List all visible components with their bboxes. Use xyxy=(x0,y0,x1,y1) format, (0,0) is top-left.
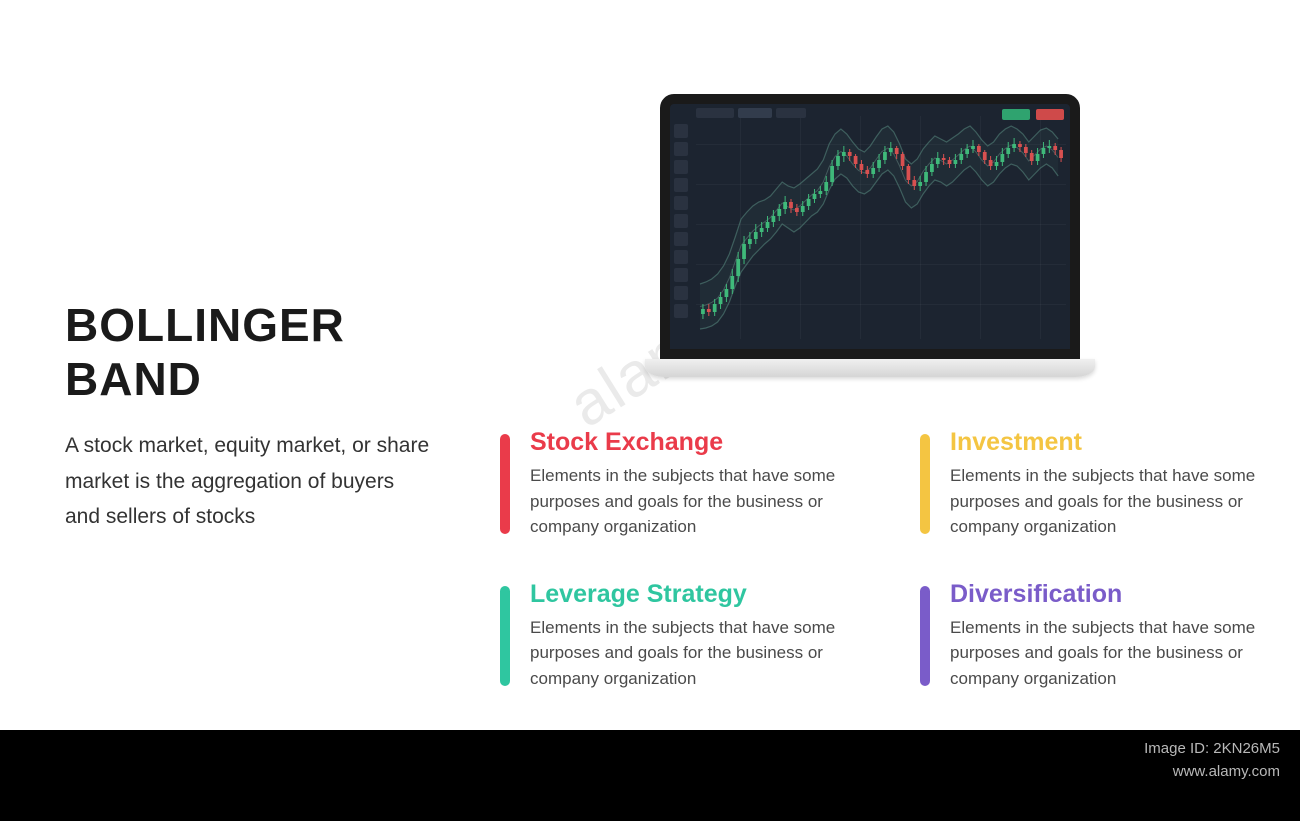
feature-desc: Elements in the subjects that have some … xyxy=(530,615,840,692)
feature-grid: Stock Exchange Elements in the subjects t… xyxy=(500,428,1260,691)
feature-title: Stock Exchange xyxy=(530,428,840,457)
feature-desc: Elements in the subjects that have some … xyxy=(950,463,1260,540)
feature-title: Investment xyxy=(950,428,1260,457)
laptop-mockup xyxy=(660,94,1090,377)
headline-block: BOLLINGER BAND A stock market, equity ma… xyxy=(65,298,435,535)
feature-1: Investment Elements in the subjects that … xyxy=(920,428,1260,540)
feature-desc: Elements in the subjects that have some … xyxy=(530,463,840,540)
feature-bar xyxy=(920,434,930,534)
subtitle: A stock market, equity market, or share … xyxy=(65,428,435,535)
feature-2: Leverage Strategy Elements in the subject… xyxy=(500,580,840,692)
feature-3: Diversification Elements in the subjects … xyxy=(920,580,1260,692)
feature-desc: Elements in the subjects that have some … xyxy=(950,615,1260,692)
feature-bar xyxy=(500,434,510,534)
candlestick-svg xyxy=(670,104,1070,349)
feature-title: Leverage Strategy xyxy=(530,580,840,609)
feature-bar xyxy=(500,586,510,686)
watermark-corner: Image ID: 2KN26M5 www.alamy.com xyxy=(1144,738,1280,783)
infographic-canvas: alamy BOLLINGER BAND A stock market, equ… xyxy=(0,0,1300,730)
feature-title: Diversification xyxy=(950,580,1260,609)
main-title: BOLLINGER BAND xyxy=(65,298,435,406)
trading-chart xyxy=(670,104,1070,349)
laptop-screen xyxy=(660,94,1080,359)
laptop-base xyxy=(645,359,1095,377)
bottom-bar: Image ID: 2KN26M5 www.alamy.com xyxy=(0,730,1300,821)
feature-bar xyxy=(920,586,930,686)
feature-0: Stock Exchange Elements in the subjects t… xyxy=(500,428,840,540)
